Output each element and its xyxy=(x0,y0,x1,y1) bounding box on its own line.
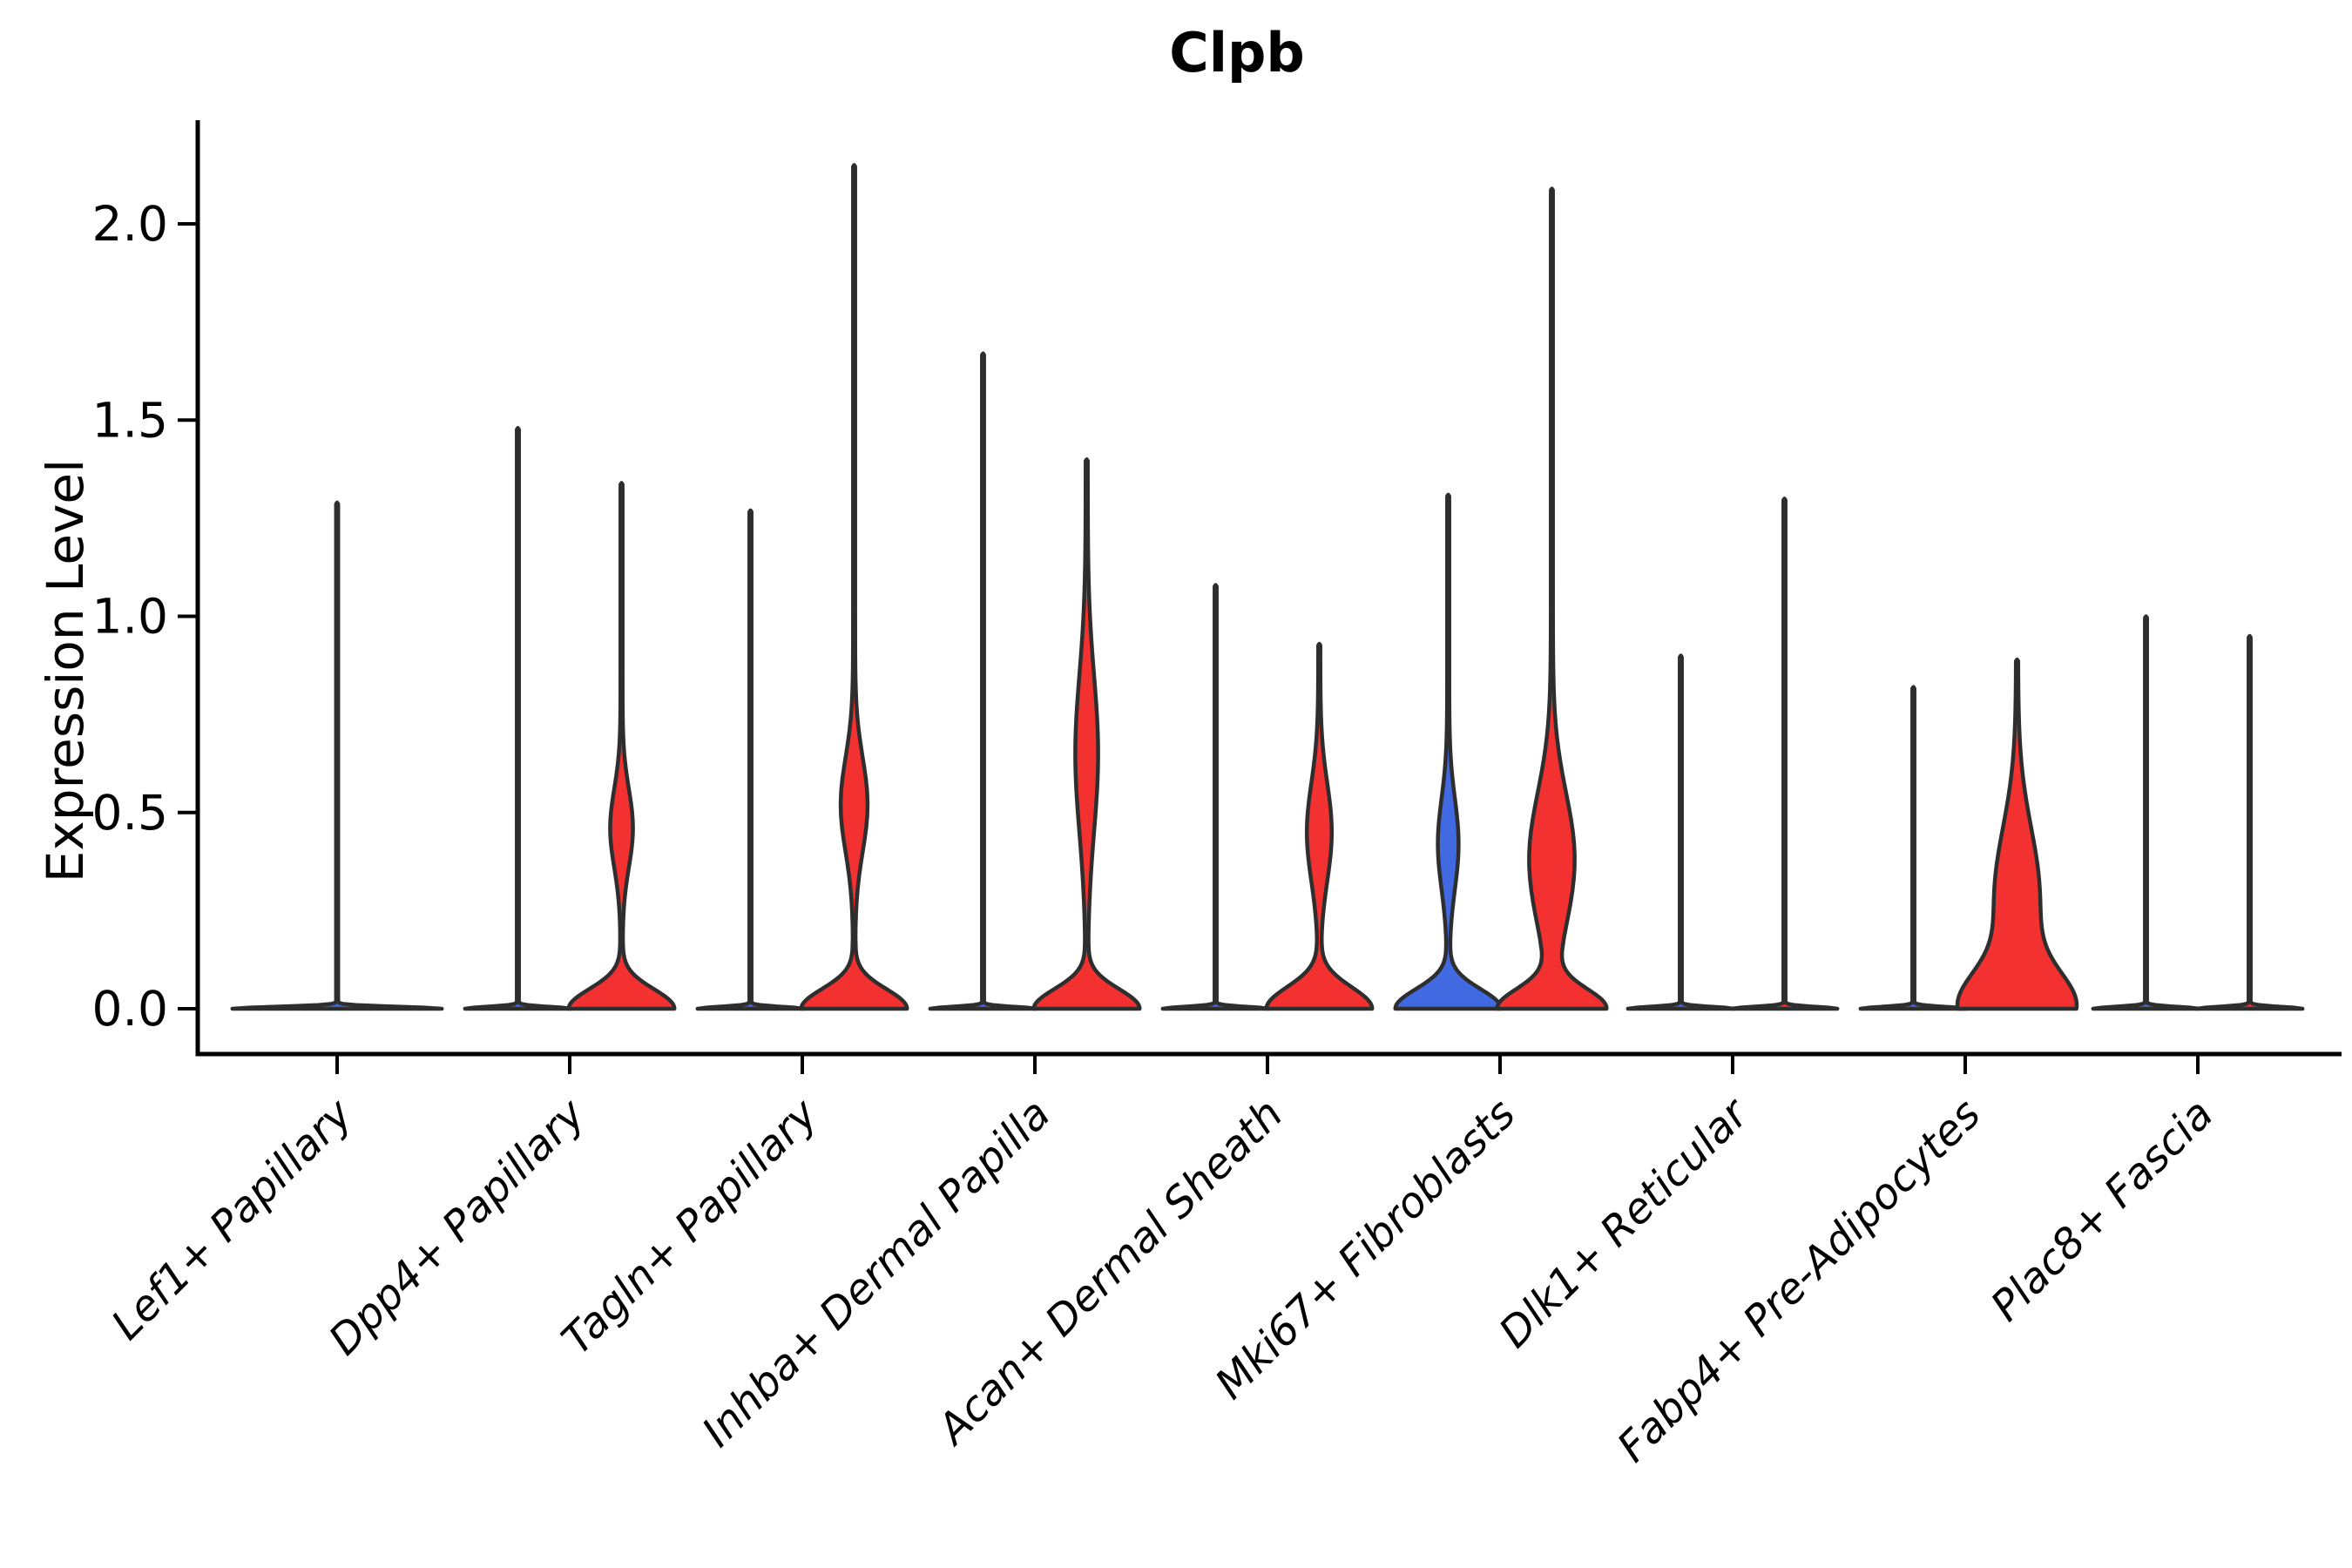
violin-dlk1-reticular-right xyxy=(1729,497,1840,1011)
violin-plac8-fascia-right xyxy=(2194,633,2305,1011)
violin-acan-dermal-sheath-right xyxy=(1264,641,1375,1011)
x-tick-label: Dpp4+ Papillary xyxy=(320,1089,595,1364)
violin-dlk1-reticular-left xyxy=(1625,653,1736,1011)
x-tick-label: Dlk1+ Reticular xyxy=(1490,1088,1760,1358)
violin-plac8-fascia-left xyxy=(2091,614,2201,1011)
plot-title: Clpb xyxy=(1169,21,1305,84)
violin-inhba-dermal-papilla-left xyxy=(928,351,1038,1011)
y-tick-label: 0.5 xyxy=(92,785,168,841)
violins-layer xyxy=(230,163,2305,1011)
violin-dpp4-papillary-left xyxy=(463,426,573,1011)
violin-tagln-papillary-left xyxy=(695,508,806,1011)
violin-inhba-dermal-papilla-right xyxy=(1031,457,1142,1011)
x-tick-label: Lef1+ Papillary xyxy=(102,1089,362,1349)
violin-acan-dermal-sheath-left xyxy=(1160,583,1271,1011)
y-tick-label: 0.0 xyxy=(92,981,168,1037)
violin-fabp4-pre-adipocytes-right xyxy=(1955,657,2079,1011)
y-tick-label: 2.0 xyxy=(92,196,168,252)
violin-lef1-papillary-center xyxy=(230,500,444,1011)
y-tick-label: 1.0 xyxy=(92,589,168,645)
x-tick-label: Tagln+ Papillary xyxy=(552,1089,828,1364)
violin-dpp4-papillary-right xyxy=(566,481,677,1011)
violin-mki67-fibroblasts-right xyxy=(1495,186,1609,1011)
x-tick-label: Plac8+ Fascia xyxy=(1982,1090,2223,1331)
violin-fabp4-pre-adipocytes-left xyxy=(1858,685,1969,1011)
violin-mki67-fibroblasts-left xyxy=(1393,492,1504,1011)
y-tick-label: 1.5 xyxy=(92,392,168,448)
y-axis-label: Expression Level xyxy=(36,459,95,882)
violin-tagln-papillary-right xyxy=(799,163,909,1011)
